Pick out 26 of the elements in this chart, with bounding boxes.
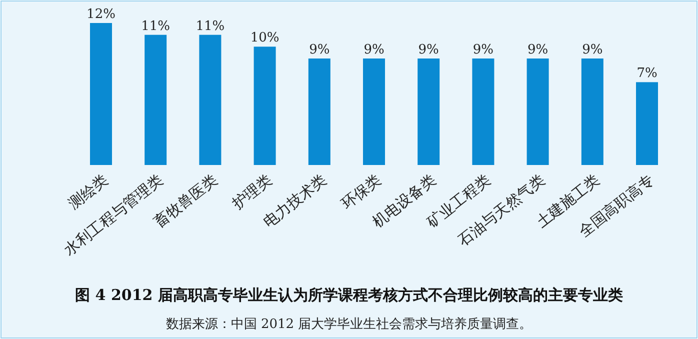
bar	[472, 58, 494, 165]
x-tick-label: 护理类	[228, 170, 276, 214]
bar	[144, 34, 167, 165]
data-label: 9%	[472, 42, 494, 58]
bar	[199, 34, 222, 165]
data-label: 9%	[418, 42, 439, 58]
bar	[581, 58, 604, 165]
data-label: 9%	[582, 42, 603, 58]
data-label: 12%	[86, 7, 116, 22]
data-label: 11%	[196, 18, 225, 34]
bar	[363, 58, 385, 165]
bar	[308, 58, 330, 165]
data-label: 9%	[527, 42, 548, 58]
data-label: 9%	[309, 42, 330, 58]
x-tick-label: 环保类	[338, 170, 384, 213]
data-label: 7%	[636, 66, 658, 82]
source-note: 数据来源：中国 2012 届大学毕业生社会需求与培养质量调查。	[166, 316, 532, 332]
text: 图 4 2012 届高职高专毕业生认为所学课程考核方式不合理比例较高的主要专业类	[75, 286, 623, 304]
bar	[254, 46, 276, 165]
bar	[418, 58, 440, 165]
bar	[526, 58, 549, 165]
data-label: 11%	[141, 18, 170, 34]
data-label: 10%	[250, 30, 280, 46]
bar	[90, 23, 112, 165]
bar	[636, 82, 658, 165]
data-label: 9%	[364, 42, 384, 58]
